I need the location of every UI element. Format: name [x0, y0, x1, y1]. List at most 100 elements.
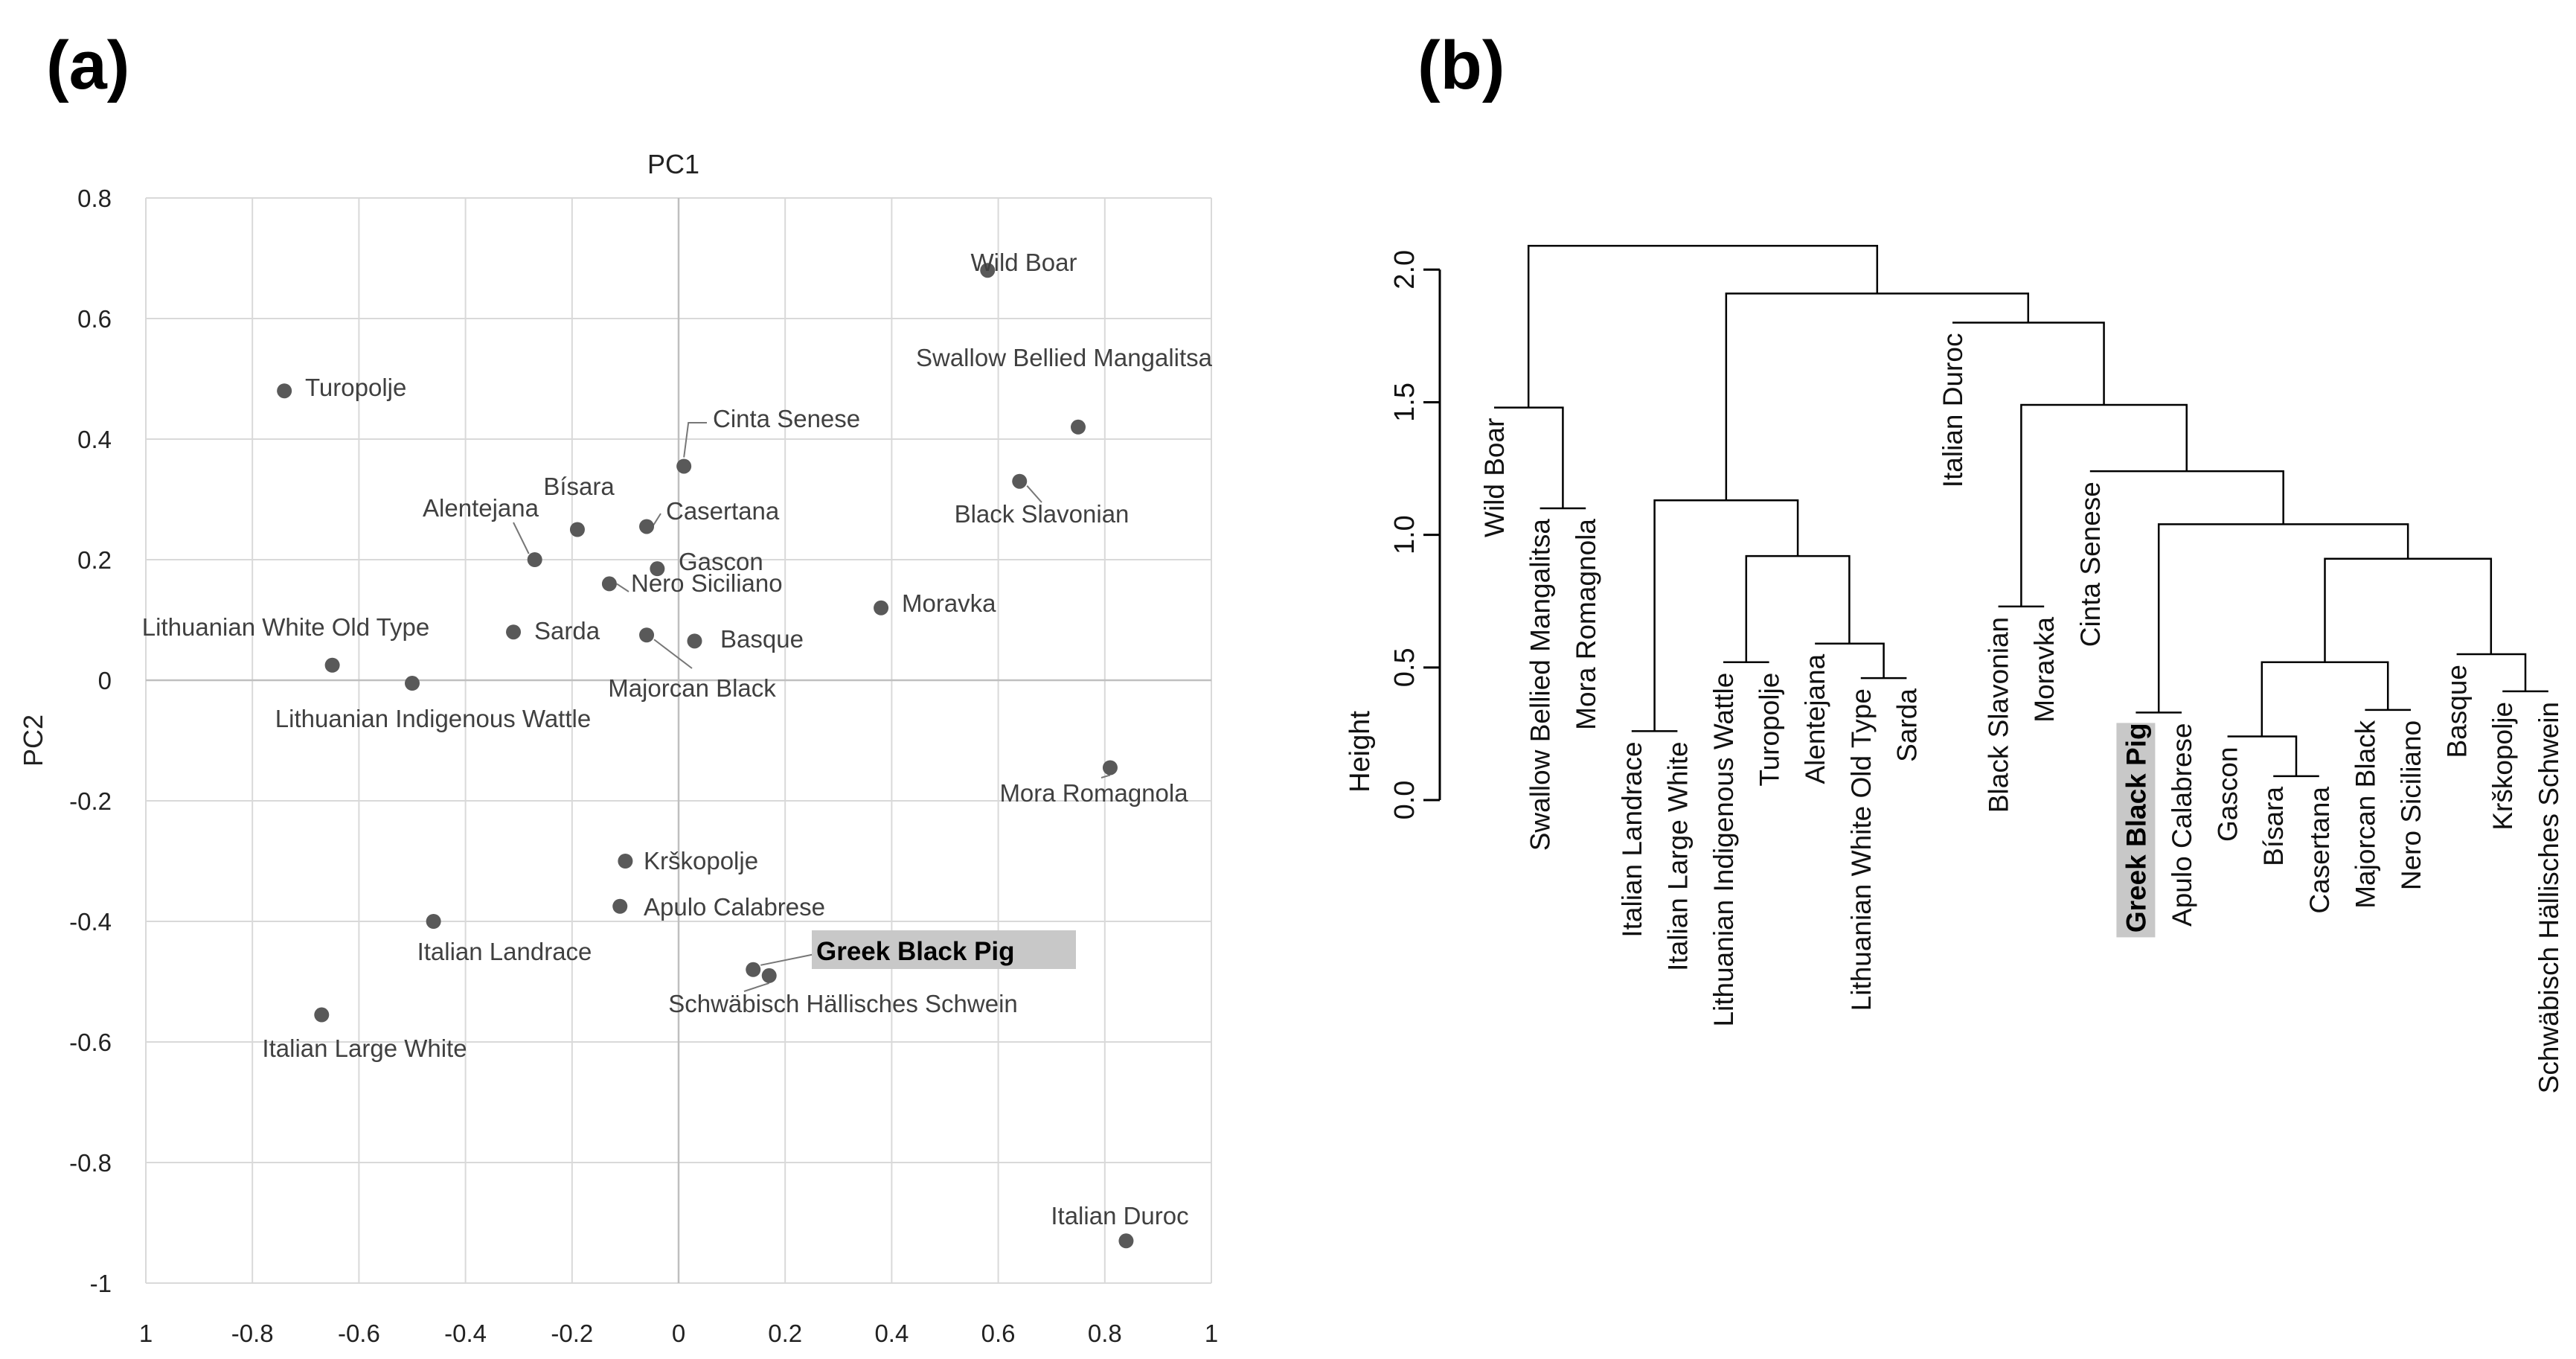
leaf-label-wild-boar: Wild Boar	[1479, 418, 1510, 537]
leaf-label-greek-black-pig: Greek Black Pig	[2121, 723, 2151, 933]
point-italian-duroc	[1118, 1233, 1134, 1249]
leaf-label-lithuanian-white-old-type: Lithuanian White Old Type	[1846, 688, 1877, 1011]
point-swallow-bellied-mangalitsa	[1071, 419, 1086, 435]
point-majorcan-black	[639, 627, 655, 643]
x-tick-label: 0.2	[768, 1320, 802, 1347]
point-label-nero-siciliano: Nero Siciliano	[631, 569, 783, 597]
dendrogram-branch	[2324, 557, 2493, 662]
leaf-label-sarda: Sarda	[1891, 688, 1922, 762]
dendrogram-branch	[1725, 292, 2030, 501]
point-label-lithuanian-white-old-type: Lithuanian White Old Type	[142, 613, 429, 641]
dendrogram-branch	[2456, 653, 2527, 691]
height-tick-label: 0.5	[1389, 647, 1420, 687]
dendrogram-branch	[2227, 735, 2298, 776]
leaf-label-cinta-senese: Cinta Senese	[2075, 482, 2106, 647]
point-label-cinta-senese: Cinta Senese	[713, 405, 860, 432]
highlight-box	[812, 930, 1076, 969]
leaf-label-basque: Basque	[2442, 665, 2473, 758]
y-tick-label: -0.6	[69, 1029, 112, 1056]
leaf-label-lithuanian-indigenous-wattle: Lithuanian Indigenous Wattle	[1708, 673, 1739, 1027]
point-label-italian-large-white: Italian Large White	[262, 1035, 467, 1062]
point-label-gascon: Gascon	[679, 548, 763, 575]
point-basque	[687, 633, 702, 649]
point-moravka	[874, 600, 889, 615]
y-tick-label: -1	[90, 1270, 112, 1297]
panel-label-b: (b)	[1417, 28, 1505, 103]
point-schwabisch-hallisches-schwein	[761, 968, 777, 983]
point-label-basque: Basque	[720, 625, 804, 653]
leader-line-majorcan-black	[653, 639, 693, 669]
point-nero-siciliano	[601, 576, 617, 592]
point-label-italian-duroc: Italian Duroc	[1051, 1202, 1188, 1230]
dendrogram-branch	[1745, 554, 1851, 662]
x-tick-label: 0.8	[1088, 1320, 1122, 1347]
panel-label-a: (a)	[46, 28, 130, 103]
leaf-label-italian-landrace: Italian Landrace	[1617, 741, 1647, 937]
height-tick-label: 0.0	[1389, 781, 1420, 820]
x-tick-label: 0	[672, 1320, 685, 1347]
point-italian-large-white	[314, 1007, 330, 1023]
point-label-italian-landrace: Italian Landrace	[417, 938, 592, 965]
dendrogram-branch	[2157, 523, 2409, 713]
point-label-apulo-calabrese: Apulo Calabrese	[644, 893, 825, 921]
y-tick-label: 0	[98, 667, 112, 694]
leaf-label-krskopolje: Krškopolje	[2487, 702, 2518, 831]
height-axis-title: Height	[1345, 711, 1376, 793]
point-alentejana	[527, 552, 542, 567]
point-bisara	[569, 522, 585, 537]
point-wild-boar	[980, 263, 996, 278]
leaf-label-mora-romagnola: Mora Romagnola	[1571, 519, 1601, 730]
x-tick-label: 1	[1205, 1320, 1218, 1347]
y-tick-label: -0.8	[69, 1149, 112, 1177]
y-tick-label: -0.4	[69, 908, 112, 936]
point-label-turopolje: Turopolje	[305, 374, 406, 401]
point-label-lithuanian-indigenous-wattle: Lithuanian Indigenous Wattle	[275, 705, 591, 732]
point-gascon	[650, 561, 665, 577]
point-label-alentejana: Alentejana	[423, 494, 539, 522]
point-label-krskopolje: Krškopolje	[644, 847, 758, 874]
point-label-schwabisch-hallisches-schwein: Schwäbisch Hällisches Schwein	[668, 990, 1018, 1017]
y-tick-label: 0.6	[77, 305, 112, 333]
y-tick-label: 0.4	[77, 426, 112, 453]
hierarchical-dendrogram: 0.0 0.5 1.0 1.5 2.0 Height Wild Boar Swallow Be…	[1345, 244, 2564, 1093]
x-tick-label: -0.4	[444, 1320, 487, 1347]
pc1-axis-title: PC1	[647, 149, 699, 179]
leader-line-mora-romagnola	[1100, 774, 1111, 778]
dendrogram-branch	[1527, 244, 1879, 408]
height-tick-label: 2.0	[1389, 250, 1420, 290]
y-tick-label: -0.2	[69, 787, 112, 815]
point-apulo-calabrese	[612, 898, 628, 914]
pca-scatter-plot: 1 -0.8 -0.6 -0.4 -0.2 0 0.2 0.4 0.6 0.8 1 -1 -0.8 -0.…	[18, 149, 1218, 1347]
dendrogram-branch	[1815, 642, 1885, 679]
leaf-label-italian-large-white: Italian Large White	[1662, 741, 1693, 971]
leaf-label-alentejana: Alentejana	[1800, 653, 1830, 784]
leader-line-casertana	[652, 513, 661, 527]
leader-line-black-slavonian	[1026, 485, 1042, 503]
leader-line-nero-siciliano	[616, 583, 629, 592]
leaf-label-black-slavonian: Black Slavonian	[1984, 617, 2014, 813]
dendrogram-branch	[1494, 406, 1564, 508]
point-black-slavonian	[1012, 473, 1028, 489]
leaf-label-apulo-calabrese: Apulo Calabrese	[2167, 723, 2197, 927]
point-label-mora-romagnola: Mora Romagnola	[999, 779, 1188, 807]
leader-line-alentejana	[513, 522, 530, 554]
leader-line-schwabisch-hallisches-schwein	[743, 982, 770, 992]
point-italian-landrace	[426, 914, 441, 929]
height-tick-label: 1.0	[1389, 515, 1420, 554]
dendrogram-branch	[2089, 470, 2284, 525]
leaf-label-moravka: Moravka	[2029, 616, 2060, 722]
x-tick-label: -0.6	[338, 1320, 380, 1347]
y-tick-label: 0.8	[77, 185, 112, 212]
point-sarda	[506, 624, 522, 640]
leader-line-greek-black-pig	[760, 953, 816, 966]
x-tick-label: 0.4	[874, 1320, 909, 1347]
leaf-label-turopolje: Turopolje	[1755, 673, 1785, 787]
point-label-greek-black-pig: Greek Black Pig	[816, 937, 1015, 966]
point-label-casertana: Casertana	[666, 497, 780, 525]
point-label-moravka: Moravka	[902, 589, 996, 617]
point-label-wild-boar: Wild Boar	[970, 249, 1077, 276]
dendrogram-branch	[2261, 661, 2389, 737]
leaf-label-majorcan-black: Majorcan Black	[2350, 720, 2380, 908]
point-mora-romagnola	[1102, 760, 1118, 776]
